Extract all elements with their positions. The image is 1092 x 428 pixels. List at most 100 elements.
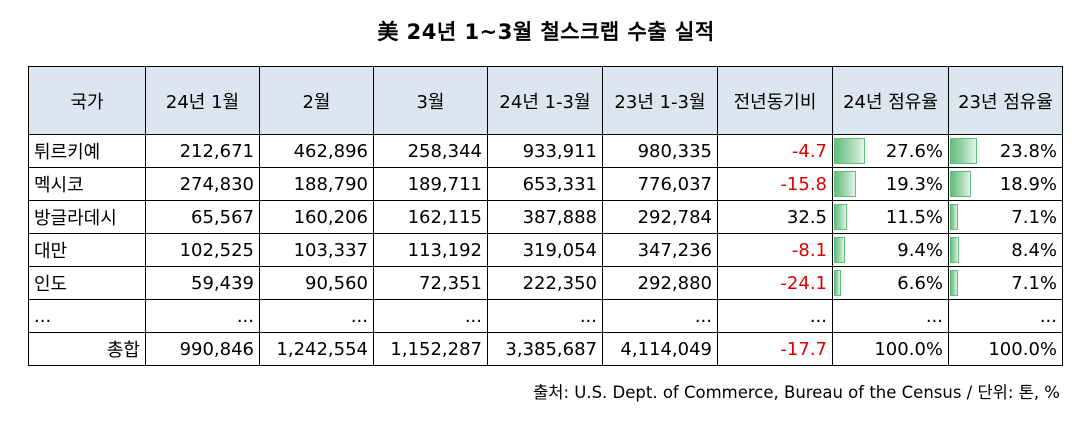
cell-mar: 258,344 [373, 134, 488, 168]
header-share24: 24년 점유율 [832, 66, 949, 135]
cell-q1-24: 387,888 [487, 200, 603, 234]
cell-yoy: -8.1 [717, 233, 833, 267]
header-row: 국가 24년 1월 2월 3월 24년 1-3월 23년 1-3월 전년동기비 … [28, 66, 1063, 135]
cell-yoy: -15.8 [717, 167, 833, 201]
cell-share24: 100.0% [832, 332, 949, 366]
cell-feb: 90,560 [259, 266, 374, 300]
cell-share23: 23.8% [948, 134, 1063, 168]
cell-feb: ... [259, 299, 374, 333]
cell-country: 튀르키예 [28, 134, 146, 168]
share-databar [834, 237, 845, 263]
total-row: 총합 990,846 1,242,554 1,152,287 3,385,687 4,11… [28, 332, 1063, 366]
cell-feb: 103,337 [259, 233, 374, 267]
table-row: 대만 102,525 103,337 113,192 319,054 347,236 -8.… [28, 233, 1063, 267]
cell-q1-23: 980,335 [602, 134, 718, 168]
cell-q1-24: 222,350 [487, 266, 603, 300]
cell-share23: 7.1% [948, 200, 1063, 234]
cell-jan: 274,830 [145, 167, 260, 201]
header-q1-24: 24년 1-3월 [487, 66, 603, 135]
cell-share23: 100.0% [948, 332, 1063, 366]
share-databar [834, 171, 856, 197]
share-value: 19.3% [885, 173, 943, 195]
share-value: 6.6% [897, 272, 943, 294]
cell-share24: 9.4% [832, 233, 949, 267]
cell-mar: 72,351 [373, 266, 488, 300]
source-note: 출처: U.S. Dept. of Commerce, Bureau of th… [533, 383, 1060, 402]
cell-country: ... [28, 299, 146, 333]
share-value: 18.9% [999, 173, 1057, 195]
cell-q1-23: 292,880 [602, 266, 718, 300]
cell-share24: 6.6% [832, 266, 949, 300]
cell-q1-23: 292,784 [602, 200, 718, 234]
cell-feb: 188,790 [259, 167, 374, 201]
share-value: 27.6% [885, 140, 943, 162]
cell-country: 대만 [28, 233, 146, 267]
header-jan: 24년 1월 [145, 66, 260, 135]
cell-yoy: -17.7 [717, 332, 833, 366]
cell-share24: 19.3% [832, 167, 949, 201]
cell-yoy: -24.1 [717, 266, 833, 300]
share-value: 7.1% [1011, 272, 1057, 294]
table-row: 방글라데시 65,567 160,206 162,115 387,888 292,784 3… [28, 200, 1063, 234]
cell-jan: 59,439 [145, 266, 260, 300]
cell-share24: ... [832, 299, 949, 333]
cell-country: 인도 [28, 266, 146, 300]
cell-jan: 65,567 [145, 200, 260, 234]
share-databar [834, 204, 847, 230]
page-title: 美 24년 1~3월 철스크랩 수출 실적 [377, 20, 715, 44]
cell-q1-23: 347,236 [602, 233, 718, 267]
header-feb: 2월 [259, 66, 374, 135]
share-value: 9.4% [897, 239, 943, 261]
cell-jan: 212,671 [145, 134, 260, 168]
cell-mar: 1,152,287 [373, 332, 488, 366]
cell-q1-24: 933,911 [487, 134, 603, 168]
cell-feb: 160,206 [259, 200, 374, 234]
cell-jan: 102,525 [145, 233, 260, 267]
cell-q1-23: 776,037 [602, 167, 718, 201]
cell-mar: ... [373, 299, 488, 333]
share-databar [834, 138, 866, 164]
cell-q1-24: ... [487, 299, 603, 333]
share-value: 23.8% [999, 140, 1057, 162]
header-country: 국가 [28, 66, 146, 135]
cell-share23: ... [948, 299, 1063, 333]
cell-country: 멕시코 [28, 167, 146, 201]
table-row: ........................... [28, 299, 1063, 333]
table-row: 인도 59,439 90,560 72,351 222,350 292,880 -24.1 6… [28, 266, 1063, 300]
share-databar [950, 270, 959, 296]
cell-feb: 462,896 [259, 134, 374, 168]
cell-q1-23: ... [602, 299, 718, 333]
header-q1-23: 23년 1-3월 [602, 66, 718, 135]
cell-country: 총합 [28, 332, 146, 366]
share-databar [834, 270, 842, 296]
share-value: 8.4% [1011, 239, 1057, 261]
cell-q1-23: 4,114,049 [602, 332, 718, 366]
header-mar: 3월 [373, 66, 488, 135]
table-row: 튀르키예 212,671 462,896 258,344 933,911 980,335-… [28, 134, 1063, 168]
export-table: 국가 24년 1월 2월 3월 24년 1-3월 23년 1-3월 전년동기비 … [28, 66, 1063, 366]
cell-share24: 27.6% [832, 134, 949, 168]
share-value: 7.1% [1011, 206, 1057, 228]
cell-country: 방글라데시 [28, 200, 146, 234]
cell-share23: 18.9% [948, 167, 1063, 201]
cell-q1-24: 3,385,687 [487, 332, 603, 366]
cell-q1-24: 653,331 [487, 167, 603, 201]
cell-q1-24: 319,054 [487, 233, 603, 267]
share-value: 11.5% [885, 206, 943, 228]
cell-mar: 113,192 [373, 233, 488, 267]
header-share23: 23년 점유율 [948, 66, 1063, 135]
cell-mar: 189,711 [373, 167, 488, 201]
share-databar [950, 237, 960, 263]
cell-share24: 11.5% [832, 200, 949, 234]
cell-yoy: 32.5 [717, 200, 833, 234]
header-yoy: 전년동기비 [717, 66, 833, 135]
cell-jan: 990,846 [145, 332, 260, 366]
cell-jan: ... [145, 299, 260, 333]
cell-feb: 1,242,554 [259, 332, 374, 366]
cell-mar: 162,115 [373, 200, 488, 234]
share-databar [950, 171, 972, 197]
cell-yoy: ... [717, 299, 833, 333]
table-row: 멕시코 274,830 188,790 189,711 653,331 776,037 -1… [28, 167, 1063, 201]
share-databar [950, 138, 977, 164]
share-databar [950, 204, 959, 230]
